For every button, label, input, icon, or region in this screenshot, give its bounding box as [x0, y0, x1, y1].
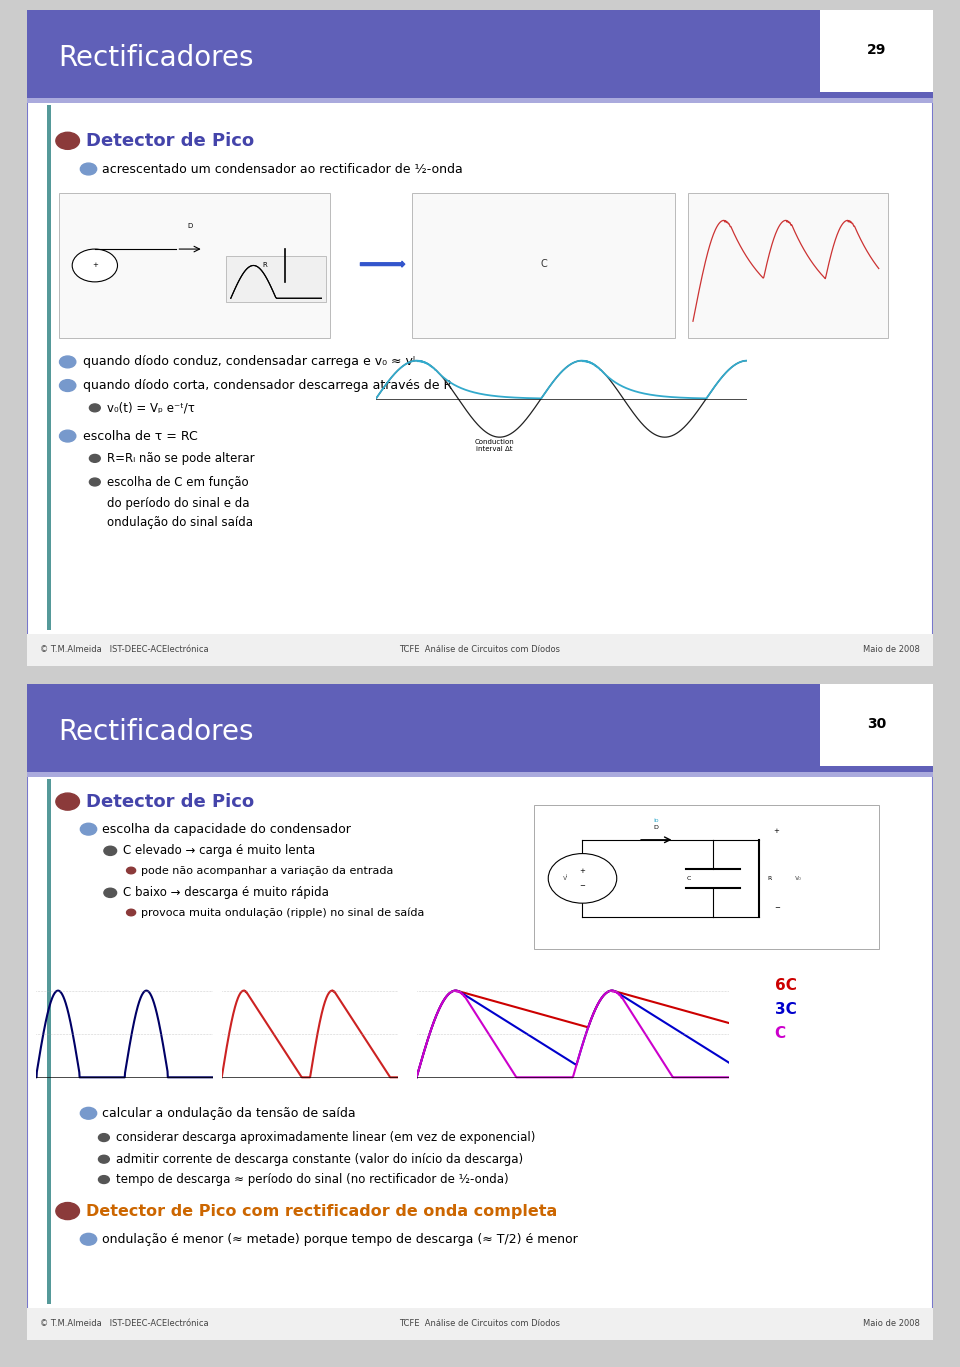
Text: D: D: [654, 824, 659, 830]
Text: Maio de 2008: Maio de 2008: [863, 645, 920, 655]
Text: Rectificadores: Rectificadores: [59, 44, 254, 72]
Text: ondulação do sinal saída: ondulação do sinal saída: [107, 517, 252, 529]
Circle shape: [60, 355, 76, 368]
Text: Conduction
interval Δt: Conduction interval Δt: [475, 439, 515, 451]
Text: R=Rₗ não se pode alterar: R=Rₗ não se pode alterar: [107, 452, 254, 465]
Bar: [27, 772, 933, 776]
Circle shape: [127, 909, 135, 916]
Text: © T.M.Almeida   IST-DEEC-ACElectrónica: © T.M.Almeida IST-DEEC-ACElectrónica: [40, 645, 209, 655]
Circle shape: [56, 793, 80, 811]
Text: 3C: 3C: [775, 1002, 796, 1017]
Bar: [47, 105, 51, 630]
Text: R: R: [262, 262, 267, 268]
Circle shape: [56, 1203, 80, 1219]
Bar: [27, 98, 933, 103]
Circle shape: [81, 823, 97, 835]
Bar: [688, 193, 888, 338]
Bar: [227, 256, 326, 302]
Text: v₀: v₀: [795, 875, 802, 882]
Text: Detector de Pico: Detector de Pico: [85, 793, 253, 811]
Text: 29: 29: [867, 44, 887, 57]
Bar: [59, 193, 330, 338]
Text: −: −: [580, 883, 586, 889]
Text: C baixo → descarga é muito rápida: C baixo → descarga é muito rápida: [123, 886, 329, 899]
Text: R: R: [768, 876, 772, 880]
Circle shape: [548, 853, 616, 904]
Bar: [27, 1308, 933, 1340]
Bar: [27, 634, 933, 666]
Text: Maio de 2008: Maio de 2008: [863, 1319, 920, 1329]
Circle shape: [127, 867, 135, 874]
Text: +: +: [92, 262, 98, 268]
Text: provoca muita ondulação (ripple) no sinal de saída: provoca muita ondulação (ripple) no sina…: [141, 908, 424, 917]
Text: tempo de descarga ≈ período do sinal (no rectificador de ½-onda): tempo de descarga ≈ período do sinal (no…: [116, 1173, 508, 1187]
Circle shape: [99, 1133, 109, 1141]
Text: D: D: [187, 223, 193, 230]
Circle shape: [104, 846, 116, 856]
Text: Rectificadores: Rectificadores: [59, 718, 254, 746]
Text: considerar descarga aproximadamente linear (em vez de exponencial): considerar descarga aproximadamente line…: [116, 1131, 535, 1144]
Circle shape: [72, 249, 117, 282]
Text: C: C: [540, 260, 547, 269]
Text: 6C: 6C: [775, 977, 797, 992]
Circle shape: [60, 380, 76, 391]
Text: escolha de C em função: escolha de C em função: [107, 476, 249, 488]
Bar: [820, 684, 933, 766]
Circle shape: [81, 1233, 97, 1245]
Text: Detector de Pico: Detector de Pico: [85, 131, 253, 150]
Text: 30: 30: [867, 718, 886, 731]
Text: acrescentado um condensador ao rectificador de ½-onda: acrescentado um condensador ao rectifica…: [102, 163, 463, 175]
Text: −: −: [774, 905, 780, 912]
Circle shape: [81, 163, 97, 175]
Text: C elevado → carga é muito lenta: C elevado → carga é muito lenta: [123, 845, 315, 857]
Text: do período do sinal e da: do período do sinal e da: [107, 496, 250, 510]
Bar: [820, 10, 933, 92]
Bar: [412, 193, 675, 338]
Text: admitir corrente de descarga constante (valor do início da descarga): admitir corrente de descarga constante (…: [116, 1152, 523, 1166]
Bar: [47, 779, 51, 1304]
Text: +: +: [774, 828, 780, 834]
Text: escolha de τ = RC: escolha de τ = RC: [84, 429, 198, 443]
Circle shape: [89, 478, 100, 485]
Bar: [27, 10, 933, 98]
Circle shape: [99, 1176, 109, 1184]
Text: Detector de Pico com rectificador de onda completa: Detector de Pico com rectificador de ond…: [85, 1203, 557, 1218]
Circle shape: [99, 1155, 109, 1163]
Text: C: C: [775, 1027, 785, 1042]
Circle shape: [89, 403, 100, 411]
Circle shape: [60, 431, 76, 442]
Text: pode não acompanhar a variação da entrada: pode não acompanhar a variação da entrad…: [141, 865, 394, 875]
Text: +: +: [580, 868, 586, 874]
Text: v₀(t) = Vₚ e⁻ᵗ/τ: v₀(t) = Vₚ e⁻ᵗ/τ: [107, 402, 195, 414]
Circle shape: [81, 1107, 97, 1120]
Text: TCFE  Análise de Circuitos com Díodos: TCFE Análise de Circuitos com Díodos: [399, 1319, 561, 1329]
Bar: [535, 805, 878, 949]
Text: vᴵ: vᴵ: [564, 875, 568, 882]
Text: TCFE  Análise de Circuitos com Díodos: TCFE Análise de Circuitos com Díodos: [399, 645, 561, 655]
Text: quando díodo corta, condensador descarrega através de R: quando díodo corta, condensador descarre…: [84, 379, 452, 392]
Circle shape: [89, 454, 100, 462]
Text: calcular a ondulação da tensão de saída: calcular a ondulação da tensão de saída: [102, 1107, 356, 1120]
Text: escolha da capacidade do condensador: escolha da capacidade do condensador: [102, 823, 351, 835]
Text: C: C: [686, 876, 690, 880]
Text: iᴅ: iᴅ: [654, 819, 660, 823]
Bar: [27, 684, 933, 772]
Circle shape: [56, 133, 80, 149]
Text: quando díodo conduz, condensadar carrega e v₀ ≈ vᴵ: quando díodo conduz, condensadar carrega…: [84, 355, 415, 369]
Text: © T.M.Almeida   IST-DEEC-ACElectrónica: © T.M.Almeida IST-DEEC-ACElectrónica: [40, 1319, 209, 1329]
Circle shape: [104, 889, 116, 897]
Text: ondulação é menor (≈ metade) porque tempo de descarga (≈ T/2) é menor: ondulação é menor (≈ metade) porque temp…: [102, 1233, 578, 1245]
